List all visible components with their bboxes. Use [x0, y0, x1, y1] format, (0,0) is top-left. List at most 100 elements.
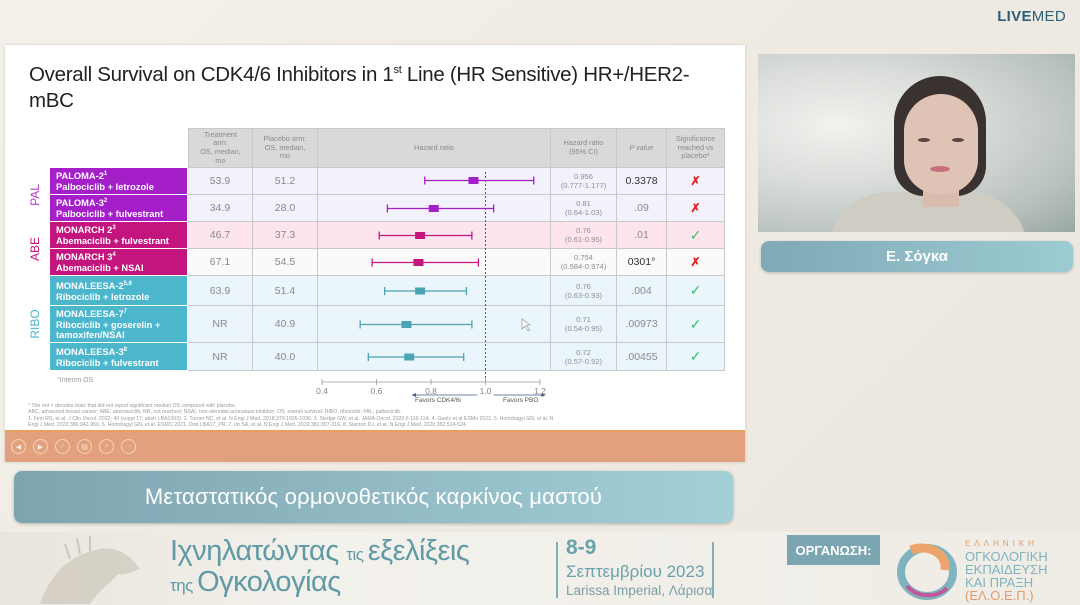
cross-icon: ✗	[667, 249, 725, 276]
hazard-ratio-ci: 0.76 (0.61-0.95)	[551, 222, 617, 249]
zoom-button[interactable]: ⌕	[99, 439, 114, 454]
speaker-lips	[930, 166, 950, 172]
cross-icon: ✗	[667, 168, 725, 195]
trial-name: MONALEESA-38 Ribociclib + fulvestrant	[50, 343, 188, 371]
hazard-plot-cell	[318, 343, 551, 371]
footnote-line: Engl J Med. 2022;386:942-950. 6. Hortoba…	[28, 422, 468, 429]
check-icon: ✓	[667, 306, 725, 343]
placebo-os: 40.0	[253, 343, 318, 371]
header-placebo-arm: Placebo arm: OS, median, mo	[253, 128, 318, 168]
favors-cdk-label: Favors CDK4/6i	[415, 397, 461, 404]
hazard-ratio-ci: 0.81 (0.64-1.03)	[551, 195, 617, 222]
p-value: .00455	[617, 343, 667, 371]
divider	[556, 542, 558, 598]
p-value: .004	[617, 276, 667, 306]
hazard-plot-cell	[318, 306, 551, 343]
speaker-name: Ε. Σόγκα	[761, 241, 1073, 272]
trial-name: PALOMA-21 Palbociclib + letrozole	[50, 168, 188, 195]
check-icon: ✓	[667, 222, 725, 249]
placebo-os: 37.3	[253, 222, 318, 249]
event-title-line1: Ιχνηλατώντας τις εξελίξεις	[170, 535, 470, 567]
event-venue: Larissa Imperial, Λάρισα	[566, 583, 713, 598]
axis-tick-label: 1.0	[479, 386, 492, 396]
slide-toolbar: ◀ ▶ ∕ ▤ ⌕ ···	[5, 432, 745, 462]
previous-slide-button[interactable]: ◀	[11, 439, 26, 454]
group-label-ribo: RIBO	[28, 308, 42, 339]
next-slide-button[interactable]: ▶	[33, 439, 48, 454]
cross-icon: ✗	[667, 195, 725, 222]
trial-name: MONARCH 23 Abemaciclib + fulvestrant	[50, 222, 188, 249]
event-title-line2: της Ογκολογίας	[170, 566, 341, 598]
group-label-pal: PAL	[28, 184, 42, 206]
placebo-os: 51.2	[253, 168, 318, 195]
treatment-os: 53.9	[188, 168, 253, 195]
hazard-plot-cell	[318, 168, 551, 195]
presentation-slide: Overall Survival on CDK4/6 Inhibitors in…	[5, 45, 745, 462]
favors-pbo-label: Favors PBO	[503, 397, 539, 404]
footnote-line: 1. Finn RS, et al. J Clin Oncol. 2022; 4…	[28, 415, 554, 422]
check-icon: ✓	[667, 276, 725, 306]
hazard-ratio-ci: 0.956 (0.777-1.177)	[551, 168, 617, 195]
p-value: 0.3378	[617, 168, 667, 195]
interim-note: °Interim OS	[57, 377, 94, 384]
arrow-left-icon: ◀	[15, 443, 22, 451]
axis-tick-label: 1.2	[534, 386, 546, 396]
axis-tick-label: 0.4	[316, 386, 328, 396]
p-value: .00973	[617, 306, 667, 343]
header-significance: Significance reached vs placebo*	[667, 128, 725, 168]
placebo-os: 54.5	[253, 249, 318, 276]
speaker-eye	[918, 138, 930, 142]
footnote-line: * The red × denotes trials that did not …	[28, 403, 237, 409]
hazard-plot-cell	[318, 195, 551, 222]
footnotes: * The red × denotes trials that did not …	[28, 403, 738, 429]
footnote-line: ABC, advanced breast cancer; ABE, abemac…	[28, 409, 402, 416]
check-icon: ✓	[667, 343, 725, 371]
trial-name: MONALEESA-25,6 Ribociclib + letrozole	[50, 276, 188, 306]
event-days: 8-9	[566, 536, 597, 559]
organizer-label: ΟΡΓΑΝΩΣΗ:	[787, 535, 880, 565]
slide-title: Overall Survival on CDK4/6 Inhibitors in…	[29, 62, 690, 112]
arrow-right-icon: ▶	[37, 443, 44, 451]
horse-sketch-icon	[40, 536, 140, 604]
hazard-plot-cell	[318, 222, 551, 249]
toolbar-accent	[5, 430, 745, 432]
header-hazard-ratio: Hazard ratio	[318, 128, 551, 168]
livemed-logo: LIVEMED	[997, 8, 1066, 25]
organizer-name: ΕΛΛΗΝΙΚΗ ΟΓΚΟΛΟΓΙΚΗ ΕΚΠΑΙΔΕΥΣΗ ΚΑΙ ΠΡΑΞΗ…	[965, 539, 1048, 603]
treatment-os: NR	[188, 306, 253, 343]
hazard-plot-cell	[318, 276, 551, 306]
p-value: .09	[617, 195, 667, 222]
session-title: Μεταστατικός ορμονοθετικός καρκίνος μαστ…	[14, 471, 733, 523]
treatment-os: 46.7	[188, 222, 253, 249]
hazard-ratio-ci: 0.76 (0.63-0.93)	[551, 276, 617, 306]
placebo-os: 51.4	[253, 276, 318, 306]
magnifier-icon: ⌕	[104, 442, 109, 450]
p-value: 0301°	[617, 249, 667, 276]
p-value: .01	[617, 222, 667, 249]
placebo-os: 28.0	[253, 195, 318, 222]
axis-tick-label: 0.8	[425, 386, 437, 396]
pen-icon: ∕	[61, 443, 64, 450]
pen-tool-button[interactable]: ∕	[55, 439, 70, 454]
axis-tick-label: 0.6	[370, 386, 383, 396]
hazard-ratio-ci: 0.754 (0.584-0.974)	[551, 249, 617, 276]
divider	[712, 542, 714, 598]
event-banner: Ιχνηλατώντας τις εξελίξεις της Ογκολογία…	[0, 532, 1080, 605]
trial-name: MONARCH 34 Abemaciclib + NSAI	[50, 249, 188, 276]
trial-name: MONALEESA-77 Ribociclib + goserelin + tam…	[50, 306, 188, 343]
speaker-video	[758, 54, 1075, 232]
header-p-value: P value	[617, 128, 667, 168]
header-treatment-arm: Treatment arm: OS, median, mo	[188, 128, 253, 168]
eloep-logo-icon	[897, 543, 957, 600]
speaker-eye	[952, 138, 964, 142]
speaker-face	[904, 94, 978, 194]
treatment-os: 34.9	[188, 195, 253, 222]
treatment-os: 63.9	[188, 276, 253, 306]
more-options-button[interactable]: ···	[121, 439, 136, 454]
ellipsis-icon: ···	[125, 443, 132, 450]
hazard-plot-cell	[318, 249, 551, 276]
group-label-abe: ABE	[28, 237, 42, 262]
treatment-os: 67.1	[188, 249, 253, 276]
treatment-os: NR	[188, 343, 253, 371]
slides-grid-button[interactable]: ▤	[77, 439, 92, 454]
